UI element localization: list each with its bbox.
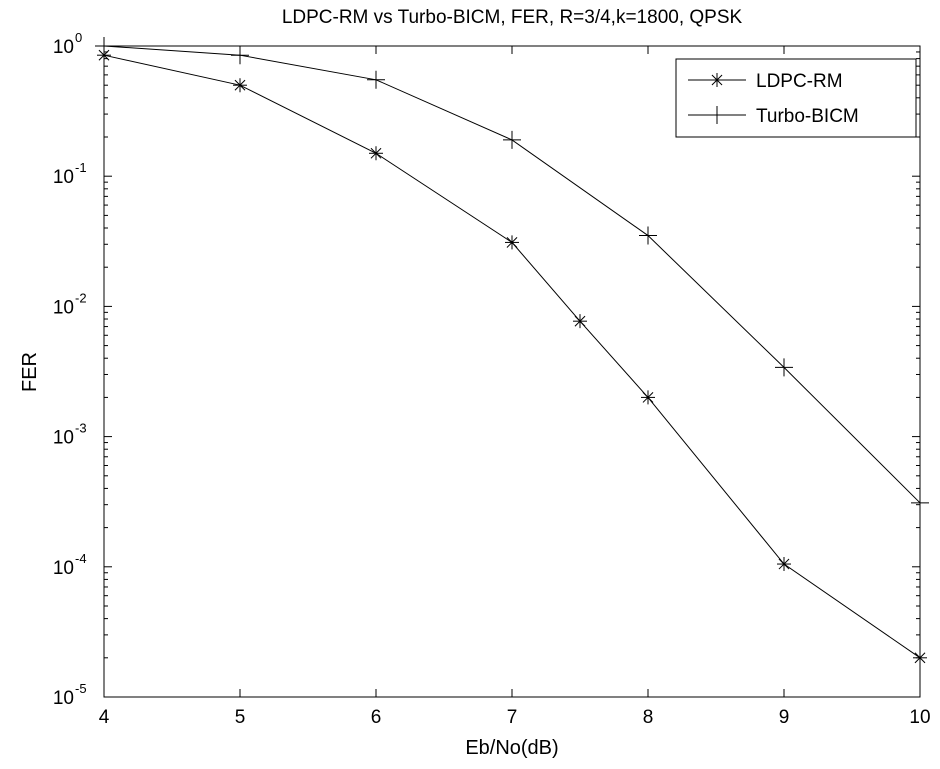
chart-title: LDPC-RM vs Turbo-BICM, FER, R=3/4,k=1800… xyxy=(282,7,743,28)
data-point-marker xyxy=(710,73,724,87)
y-tick-base: 10 xyxy=(53,297,74,318)
data-point-marker xyxy=(503,130,521,149)
data-point-marker xyxy=(367,70,385,89)
y-tick-label: 10 xyxy=(53,558,74,579)
y-tick-exponent: -1 xyxy=(75,160,87,175)
marker-stroke xyxy=(711,74,723,86)
data-point-marker xyxy=(641,390,655,405)
y-axis-label: FER xyxy=(19,352,41,392)
data-point-marker xyxy=(369,146,383,161)
x-tick-label: 5 xyxy=(235,707,246,728)
data-point-marker xyxy=(911,493,929,512)
x-tick-label: 7 xyxy=(507,707,518,728)
legend-box xyxy=(675,58,917,138)
y-tick-label: 10 xyxy=(53,297,74,318)
x-axis-label: Eb/No(dB) xyxy=(465,737,558,759)
y-tick-label: 10 xyxy=(53,428,74,449)
x-tick-label: 9 xyxy=(779,707,790,728)
marker-stroke xyxy=(574,315,586,327)
y-tick-label: 10 xyxy=(53,688,74,709)
series-turbo-bicm xyxy=(95,37,929,512)
data-point-marker xyxy=(708,106,726,124)
y-tick-base: 10 xyxy=(53,167,74,188)
marker-stroke xyxy=(642,392,654,403)
data-point-marker xyxy=(775,358,793,377)
y-tick-exponent: -2 xyxy=(75,290,87,305)
y-tick-base: 10 xyxy=(53,428,74,449)
data-point-marker xyxy=(777,557,791,572)
legend-item: LDPC-RM xyxy=(688,71,843,92)
legend-item: Turbo-BICM xyxy=(688,106,859,127)
x-tick-label: 10 xyxy=(909,707,930,728)
series-ldpc-rm xyxy=(97,48,927,665)
legend: LDPC-RM Turbo-BICM xyxy=(675,58,917,138)
legend-label: Turbo-BICM xyxy=(756,106,859,127)
marker-stroke xyxy=(370,147,382,159)
marker-stroke xyxy=(506,237,518,248)
data-point-marker xyxy=(95,37,113,55)
marker-stroke xyxy=(914,652,926,664)
y-tick-exponent: -4 xyxy=(75,551,87,566)
x-tick-label: 4 xyxy=(99,707,110,728)
y-tick-base: 10 xyxy=(53,558,74,579)
y-tick-label: 10 xyxy=(53,37,74,58)
y-tick-label: 10 xyxy=(53,167,74,188)
y-tick-base: 10 xyxy=(53,688,74,709)
series-line xyxy=(103,54,921,659)
data-point-marker xyxy=(913,650,927,665)
marker-stroke xyxy=(234,79,246,91)
x-tick-label: 6 xyxy=(371,707,382,728)
data-point-marker xyxy=(639,226,657,245)
y-tick-exponent: -3 xyxy=(75,421,87,436)
marker-stroke xyxy=(778,558,790,570)
data-point-marker xyxy=(573,314,587,329)
legend-label: LDPC-RM xyxy=(756,71,843,92)
data-point-marker xyxy=(233,78,247,93)
series-layer xyxy=(95,37,929,665)
marker-stroke xyxy=(98,49,110,61)
x-tick-label: 8 xyxy=(643,707,654,728)
y-tick-base: 10 xyxy=(53,37,74,58)
y-tick-exponent: 0 xyxy=(75,30,82,45)
y-tick-exponent: -5 xyxy=(75,681,87,696)
data-point-marker xyxy=(231,46,249,65)
data-point-marker xyxy=(505,235,519,250)
